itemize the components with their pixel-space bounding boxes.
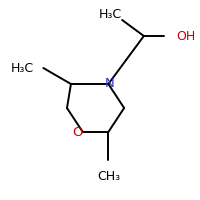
Text: H₃C: H₃C	[99, 7, 122, 21]
Text: H₃C: H₃C	[11, 62, 34, 75]
Text: N: N	[104, 77, 114, 90]
Text: OH: OH	[176, 29, 196, 43]
Text: CH₃: CH₃	[97, 170, 120, 182]
Text: O: O	[73, 126, 83, 138]
